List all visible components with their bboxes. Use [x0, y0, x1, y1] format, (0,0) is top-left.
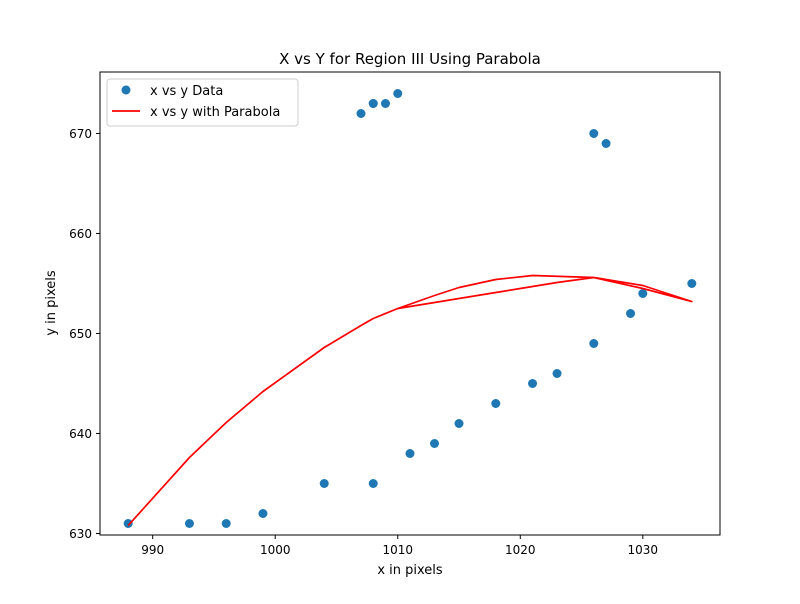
- x-tick-label: 1000: [260, 543, 291, 557]
- data-point: [258, 509, 268, 518]
- data-point: [601, 139, 611, 148]
- data-point: [528, 379, 538, 388]
- x-axis: 990 1000 1010 1020 1030: [141, 535, 658, 557]
- data-point: [221, 519, 231, 528]
- chart-title: X vs Y for Region III Using Parabola: [279, 50, 541, 68]
- data-point: [368, 479, 378, 488]
- y-axis: 630 640 650 660 670: [69, 127, 100, 541]
- data-point: [638, 289, 648, 298]
- data-point: [626, 309, 636, 318]
- data-point: [393, 89, 403, 98]
- x-tick-label: 1030: [628, 543, 659, 557]
- y-tick-label: 630: [69, 527, 92, 541]
- y-tick-label: 640: [69, 427, 92, 441]
- y-axis-label: y in pixels: [44, 270, 59, 336]
- data-point: [589, 339, 599, 348]
- data-point: [356, 109, 366, 118]
- data-point: [687, 279, 697, 288]
- y-tick-label: 660: [69, 227, 92, 241]
- data-point: [368, 99, 378, 108]
- x-tick-label: 1020: [505, 543, 536, 557]
- parabola-fit-line: [127, 274, 693, 527]
- data-point: [454, 419, 464, 428]
- legend-label-parabola: x vs y with Parabola: [150, 105, 280, 120]
- y-tick-label: 670: [69, 127, 92, 141]
- x-tick-label: 1010: [382, 543, 413, 557]
- data-point: [491, 399, 501, 408]
- legend-box: [106, 78, 299, 127]
- legend: x vs y Data x vs y with Parabola: [106, 78, 299, 127]
- legend-label-data: x vs y Data: [150, 84, 223, 99]
- data-point: [405, 449, 415, 458]
- data-point: [589, 129, 599, 138]
- x-axis-label: x in pixels: [377, 563, 443, 578]
- data-point: [430, 439, 440, 448]
- plot-area: [123, 89, 697, 528]
- data-point: [380, 99, 390, 108]
- data-point: [319, 479, 329, 488]
- x-tick-label: 990: [141, 543, 164, 557]
- legend-marker-data: [121, 85, 131, 95]
- axes-frame: [99, 71, 721, 536]
- y-tick-label: 650: [69, 327, 92, 341]
- data-point: [123, 519, 133, 528]
- data-point: [184, 519, 194, 528]
- data-point: [552, 369, 562, 378]
